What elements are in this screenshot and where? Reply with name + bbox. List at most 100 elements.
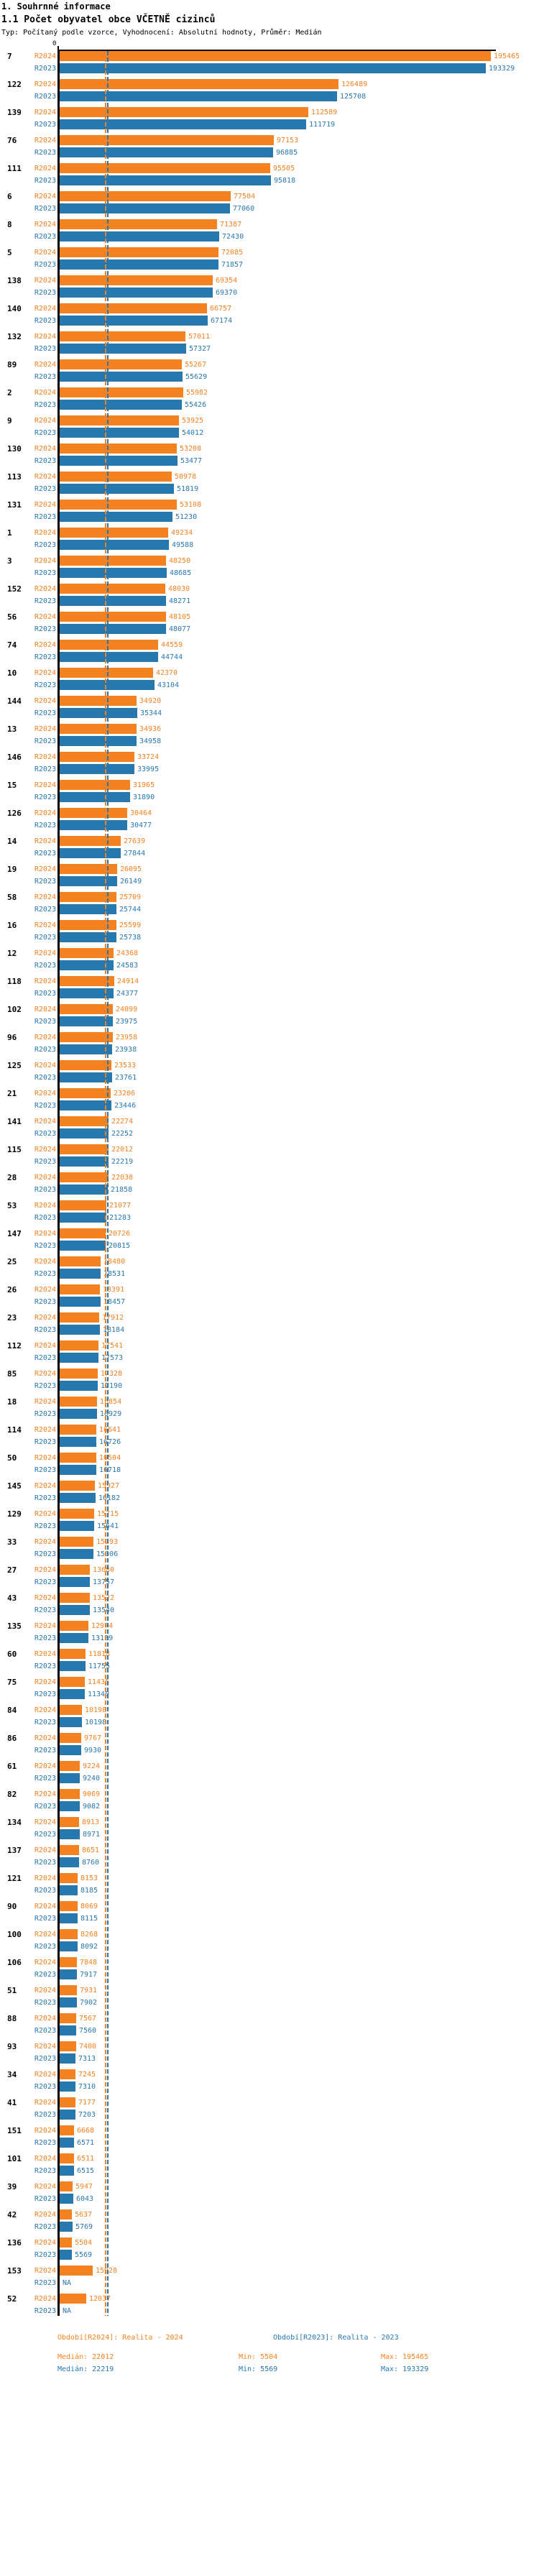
series-label-r2024: R2024 [34, 1313, 56, 1322]
bar-r2024 [60, 2294, 86, 2304]
bar-r2024 [60, 191, 231, 201]
series-label-r2023: R2023 [34, 737, 56, 745]
bar-r2023 [60, 820, 127, 830]
value-label-r2023: 5769 [75, 2222, 93, 2231]
bar-r2024 [60, 696, 137, 706]
bar-r2023 [60, 372, 183, 382]
value-label-r2024: 95505 [273, 164, 295, 172]
series-label-r2023: R2023 [34, 2082, 56, 2091]
bar-r2023 [60, 1605, 90, 1615]
category-id-label: 74 [7, 640, 17, 650]
x-axis-line [57, 50, 496, 51]
bar-r2023 [60, 1717, 82, 1727]
bar-row-r2023: R2023 11755 [0, 1661, 539, 1671]
bar-group: 86 R2024 9767 R2023 9930 [0, 1733, 539, 1755]
category-id-label: 135 [7, 1621, 22, 1631]
bar-r2024 [60, 1144, 109, 1154]
category-id-label: 93 [7, 2041, 17, 2051]
series-label-r2023: R2023 [34, 1297, 56, 1306]
series-label-r2023: R2023 [34, 1494, 56, 1502]
series-label-r2024: R2024 [34, 2182, 56, 2191]
value-label-r2023: 13139 [91, 1634, 114, 1642]
bar-row-r2024: 86 R2024 9767 [0, 1733, 539, 1743]
series-label-r2023: R2023 [34, 1690, 56, 1698]
bar-group: 134 R2024 8913 R2023 8971 [0, 1817, 539, 1839]
bar-r2024 [60, 1228, 106, 1238]
bar-r2023 [60, 63, 486, 73]
value-label-r2024: 27639 [124, 837, 146, 845]
bar-r2024 [60, 1817, 79, 1827]
category-id-label: 75 [7, 1677, 17, 1687]
series-label-r2024: R2024 [34, 528, 56, 537]
bar-r2024 [60, 1789, 80, 1799]
bar-r2024 [60, 1060, 111, 1070]
bar-row-r2024: 100 R2024 8268 [0, 1929, 539, 1939]
category-id-label: 3 [7, 556, 12, 566]
series-label-r2024: R2024 [34, 1958, 56, 1966]
category-id-label: 113 [7, 472, 22, 482]
value-label-r2023: 51819 [177, 484, 199, 493]
value-label-r2023: 57327 [189, 344, 211, 353]
bar-r2024 [60, 1481, 95, 1491]
series-label-r2023: R2023 [34, 540, 56, 549]
value-label-r2024: 8069 [80, 1902, 98, 1910]
series-label-r2024: R2024 [34, 1061, 56, 1070]
bar-r2023 [60, 1577, 90, 1587]
value-label-r2024: 69354 [216, 276, 238, 285]
bar-row-r2024: 131 R2024 53108 [0, 500, 539, 510]
bar-r2023 [60, 1969, 77, 1979]
value-label-r2024: 23958 [116, 1033, 138, 1041]
series-label-r2024: R2024 [34, 1622, 56, 1630]
value-label-r2023: 20815 [109, 1241, 131, 1250]
bar-r2024 [60, 443, 177, 454]
value-label-r2024: 7400 [79, 2042, 97, 2051]
bar-row-r2023: R2023 95818 [0, 175, 539, 185]
series-label-r2024: R2024 [34, 1397, 56, 1406]
bar-r2024 [60, 2013, 76, 2023]
series-label-r2023: R2023 [34, 2194, 56, 2203]
period-label-r2024: Období[R2024]: Realita - 2024 [57, 2334, 183, 2342]
value-label-r2023: 49588 [172, 540, 194, 549]
category-id-label: 129 [7, 1509, 22, 1519]
category-id-label: 82 [7, 1789, 17, 1799]
bar-row-r2023: R2023 111719 [0, 119, 539, 129]
value-label-r2024: 12037 [89, 2294, 111, 2303]
bar-group: 121 R2024 8153 R2023 8185 [0, 1873, 539, 1895]
bar-row-r2023: R2023 43104 [0, 680, 539, 690]
series-label-r2024: R2024 [34, 1257, 56, 1266]
series-label-r2024: R2024 [34, 2238, 56, 2247]
series-label-r2024: R2024 [34, 1453, 56, 1462]
bar-row-r2024: 153 R2024 15028 [0, 2266, 539, 2276]
series-label-r2024: R2024 [34, 1285, 56, 1294]
bar-row-r2024: 139 R2024 112589 [0, 107, 539, 117]
series-label-r2024: R2024 [34, 1089, 56, 1098]
series-label-r2023: R2023 [34, 569, 56, 577]
bar-row-r2023: R2023 17190 [0, 1381, 539, 1391]
value-label-r2024: 18480 [103, 1257, 126, 1266]
bar-r2024 [60, 2209, 72, 2220]
series-label-r2024: R2024 [34, 1509, 56, 1518]
bar-row-r2024: 61 R2024 9224 [0, 1761, 539, 1771]
category-id-label: 43 [7, 1593, 17, 1603]
value-label-r2023: 7313 [78, 2054, 96, 2063]
value-label-r2024: 16641 [99, 1425, 121, 1434]
value-label-r2023: 21858 [111, 1185, 133, 1194]
bar-row-r2023: R2023 72430 [0, 231, 539, 242]
series-label-r2024: R2024 [34, 1481, 56, 1490]
value-label-r2023: 44744 [161, 653, 183, 661]
bar-r2024 [60, 415, 179, 426]
bar-row-r2024: 51 R2024 7931 [0, 1985, 539, 1995]
bar-row-r2023: R2023 69370 [0, 288, 539, 298]
series-label-r2023: R2023 [34, 1325, 56, 1334]
bar-r2024 [60, 920, 116, 930]
bar-r2023 [60, 288, 213, 298]
category-id-label: 8 [7, 219, 12, 229]
bar-r2024 [60, 752, 134, 762]
bar-row-r2024: 112 R2024 17541 [0, 1340, 539, 1351]
bar-row-r2023: R2023 25738 [0, 932, 539, 942]
bar-row-r2023: R2023 8185 [0, 1885, 539, 1895]
series-label-r2024: R2024 [34, 472, 56, 481]
value-label-r2023: 23761 [115, 1073, 137, 1082]
bar-group: 114 R2024 16641 R2023 16726 [0, 1425, 539, 1447]
bar-row-r2023: R2023 96885 [0, 147, 539, 157]
